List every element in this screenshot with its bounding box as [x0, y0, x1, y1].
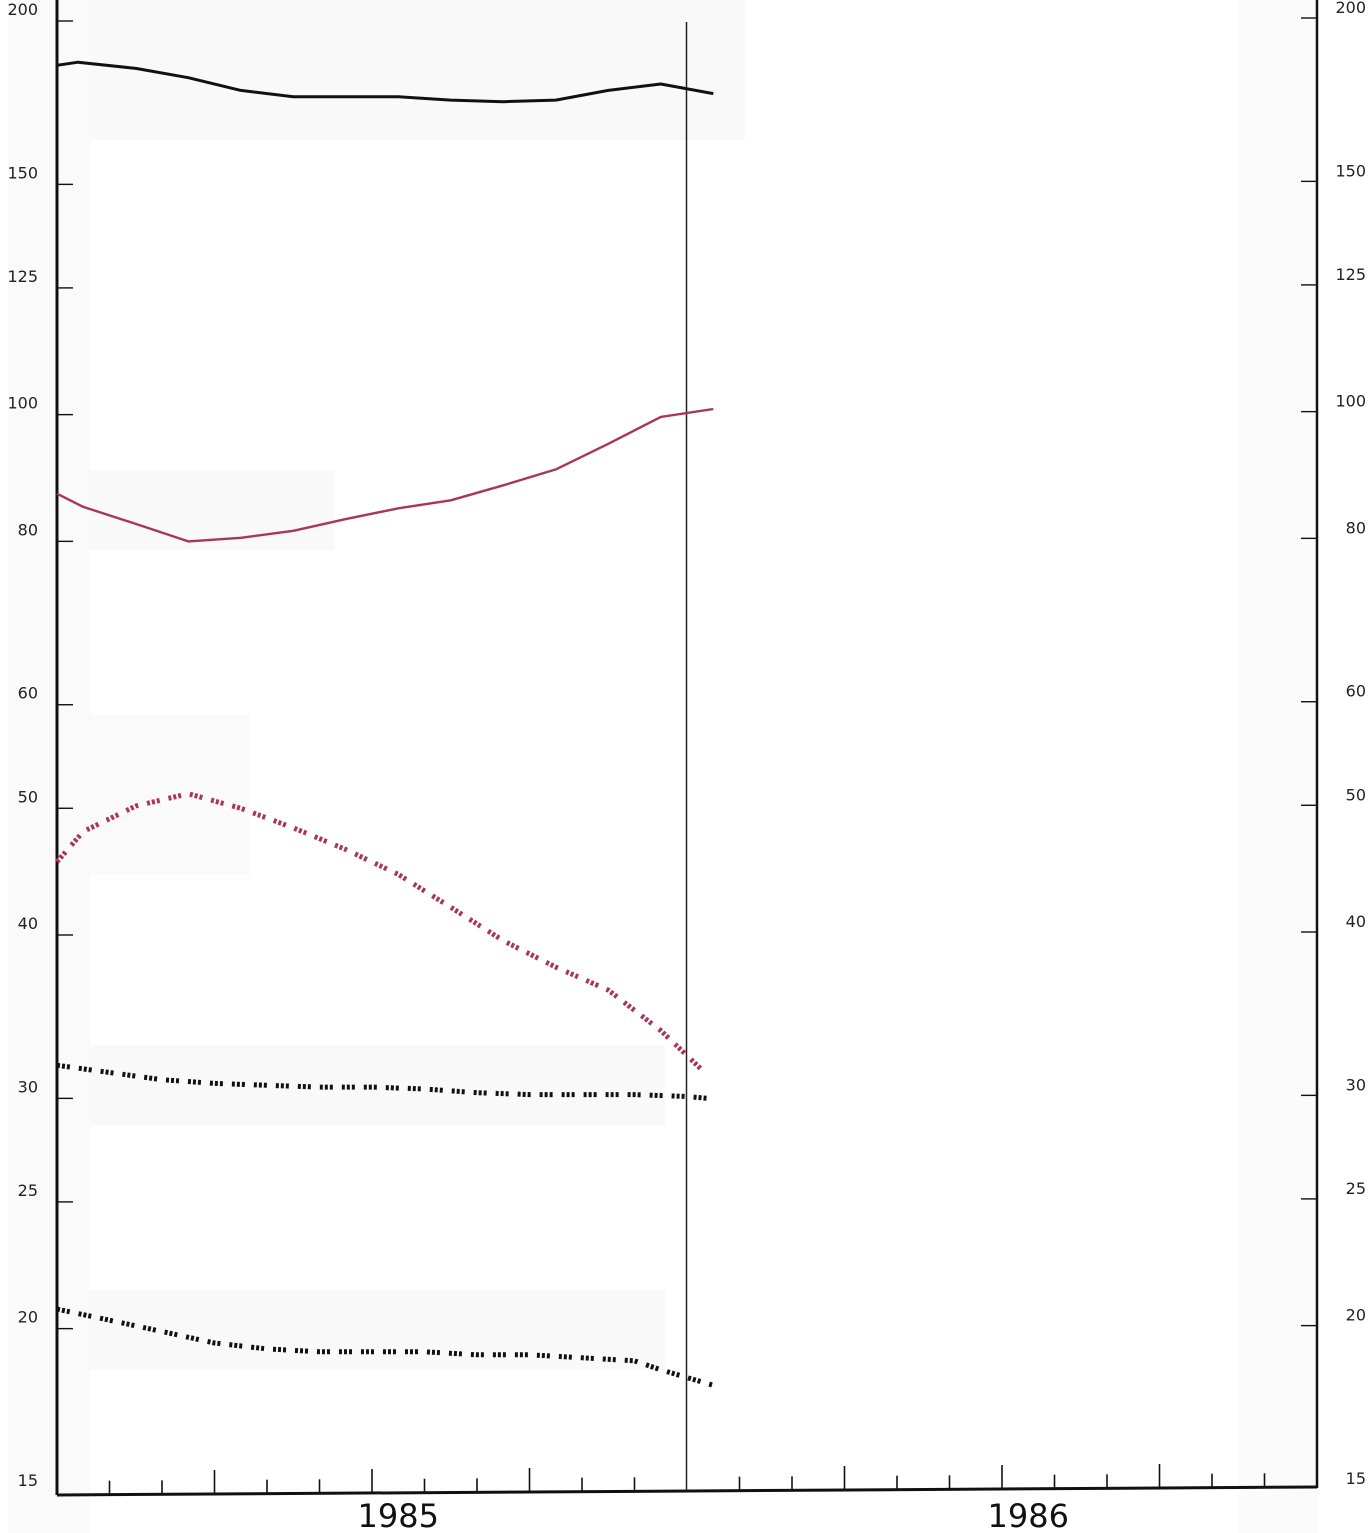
- y-tick-label-right: 100: [1335, 392, 1366, 411]
- y-tick-label-left: 200: [7, 0, 38, 19]
- y-tick-label-left: 80: [18, 520, 38, 539]
- shading-block: [90, 1290, 665, 1370]
- series-line-black-dotted-4: [56, 1062, 709, 1101]
- right-y-axis-ticks: 200 150 125 100 80 60 50 40 30 25 20 15: [1301, 0, 1366, 1488]
- series-layer: [55, 60, 715, 1388]
- y-tick-label-right: 125: [1335, 265, 1366, 284]
- y-tick-label-right: 60: [1346, 682, 1366, 701]
- y-tick-label-left: 40: [18, 914, 38, 933]
- shading-block: [90, 715, 250, 875]
- right-margin-strip: [1238, 0, 1318, 1533]
- series-line-black-dotted-5: [56, 1306, 715, 1388]
- x-year-label: 1985: [358, 1497, 439, 1533]
- y-tick-label-right: 80: [1346, 518, 1366, 537]
- y-tick-label-left: 15: [18, 1471, 38, 1490]
- shading-block: [90, 1045, 665, 1125]
- left-y-axis-ticks: 200 150 125 100 80 60 50 40 30 25 20 15: [7, 0, 73, 1490]
- series-line-black-solid-1: [56, 60, 714, 104]
- left-margin-strip: [8, 0, 90, 1533]
- x-axis-year-labels: 1985 1986: [358, 1497, 1069, 1533]
- x-axis-month-ticks: [108, 1464, 1266, 1495]
- y-tick-label-right: 200: [1335, 0, 1366, 17]
- y-tick-label-left: 25: [18, 1181, 38, 1200]
- y-tick-label-left: 20: [18, 1308, 38, 1327]
- y-tick-label-right: 40: [1346, 912, 1366, 931]
- y-tick-label-right: 20: [1346, 1306, 1366, 1325]
- y-tick-label-left: 30: [18, 1077, 38, 1096]
- y-tick-label-right: 150: [1335, 161, 1366, 180]
- series-line-crimson-solid-2: [56, 407, 714, 543]
- y-tick-label-right: 30: [1346, 1075, 1366, 1094]
- shading-block: [90, 0, 745, 140]
- y-tick-label-right: 50: [1346, 785, 1366, 804]
- y-tick-label-left: 100: [7, 394, 38, 413]
- y-tick-label-left: 150: [7, 163, 38, 182]
- y-tick-label-right: 15: [1346, 1469, 1366, 1488]
- y-tick-label-left: 60: [18, 684, 38, 703]
- x-year-label: 1986: [988, 1497, 1069, 1533]
- y-tick-label-right: 25: [1346, 1179, 1366, 1198]
- y-tick-label-left: 50: [18, 787, 38, 806]
- background-shading: [8, 0, 1318, 1533]
- shading-block: [90, 470, 335, 550]
- y-tick-label-left: 125: [7, 267, 38, 286]
